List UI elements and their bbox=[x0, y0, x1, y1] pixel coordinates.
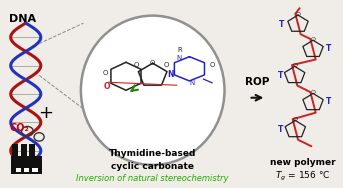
Text: O: O bbox=[150, 60, 155, 66]
Text: T: T bbox=[279, 20, 284, 30]
Text: new polymer: new polymer bbox=[270, 158, 336, 167]
Text: O: O bbox=[293, 117, 298, 122]
Text: DNA: DNA bbox=[9, 14, 36, 24]
Text: O: O bbox=[103, 70, 108, 77]
Text: cyclic carbonate: cyclic carbonate bbox=[111, 162, 194, 171]
Bar bbox=[29, 144, 35, 156]
Text: O: O bbox=[310, 90, 316, 95]
Text: CO₂: CO₂ bbox=[9, 123, 29, 133]
Text: O: O bbox=[292, 63, 297, 68]
Bar bbox=[16, 168, 21, 172]
Text: ROP: ROP bbox=[245, 77, 270, 87]
Text: R: R bbox=[177, 47, 182, 53]
Text: O: O bbox=[296, 12, 300, 17]
Text: Inversion of natural stereochemistry: Inversion of natural stereochemistry bbox=[76, 174, 229, 183]
Text: N: N bbox=[189, 80, 195, 86]
Bar bbox=[24, 168, 29, 172]
Text: T: T bbox=[326, 97, 331, 106]
Bar bbox=[21, 144, 27, 156]
Text: $T_g$ = 156 °C: $T_g$ = 156 °C bbox=[275, 170, 331, 183]
Text: N: N bbox=[177, 55, 182, 61]
Ellipse shape bbox=[81, 16, 225, 165]
Text: +: + bbox=[38, 104, 53, 122]
Text: O: O bbox=[210, 62, 215, 68]
Text: O: O bbox=[133, 62, 139, 68]
Bar bbox=[33, 168, 38, 172]
Text: O: O bbox=[164, 62, 169, 68]
Bar bbox=[12, 144, 19, 156]
Text: T: T bbox=[278, 71, 283, 80]
Text: Thymidine-based: Thymidine-based bbox=[109, 149, 197, 158]
Text: O: O bbox=[103, 82, 110, 91]
Text: T: T bbox=[278, 125, 283, 134]
Bar bbox=[11, 156, 43, 174]
Text: N: N bbox=[167, 70, 173, 79]
Text: O: O bbox=[310, 37, 316, 42]
Text: T: T bbox=[326, 44, 331, 53]
